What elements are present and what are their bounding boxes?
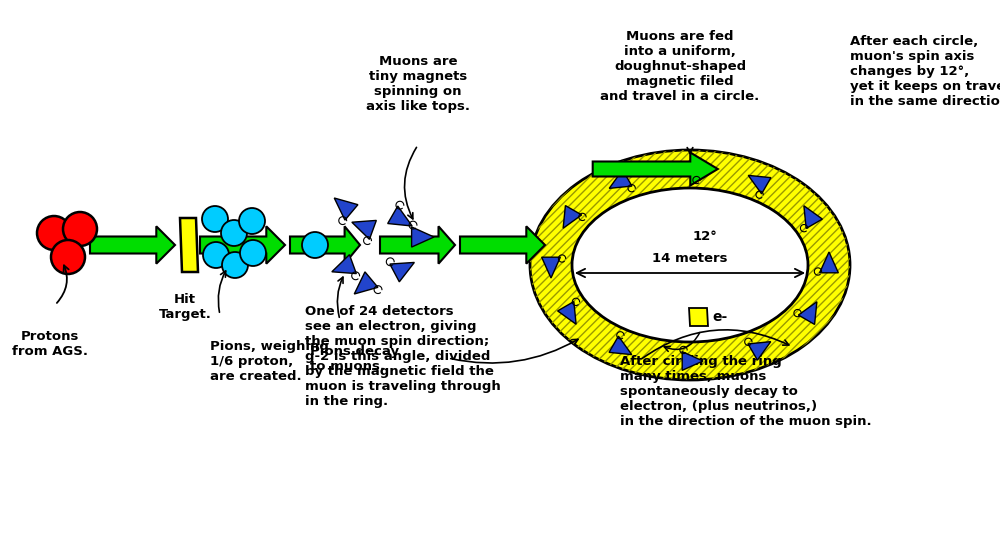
Polygon shape [388,206,412,226]
FancyArrow shape [200,226,285,264]
Text: 14 meters: 14 meters [652,252,728,265]
Circle shape [202,206,228,232]
Polygon shape [689,308,708,326]
Text: Hit
Target.: Hit Target. [159,293,211,321]
Text: Muons are fed
into a uniform,
doughnut-shaped
magnetic filed
and travel in a cir: Muons are fed into a uniform, doughnut-s… [600,30,760,103]
Ellipse shape [530,150,850,380]
Circle shape [51,240,85,274]
Circle shape [203,242,229,268]
Circle shape [239,208,265,234]
Text: After each circle,
muon's spin axis
changes by 12°,
yet it keeps on traveling
in: After each circle, muon's spin axis chan… [850,35,1000,108]
Polygon shape [180,218,198,272]
Circle shape [37,216,71,250]
Polygon shape [804,206,822,228]
Polygon shape [563,206,582,228]
Circle shape [302,232,328,258]
Polygon shape [609,336,632,355]
Polygon shape [352,220,376,239]
Polygon shape [334,198,358,220]
FancyArrow shape [290,226,360,264]
Text: After circling the ring
many times, muons
spontaneously decay to
electron, (plus: After circling the ring many times, muon… [620,355,872,428]
Circle shape [240,240,266,266]
Polygon shape [682,352,703,370]
Polygon shape [332,255,356,274]
FancyArrow shape [460,226,545,264]
Ellipse shape [572,188,808,342]
Polygon shape [609,170,632,188]
FancyArrow shape [593,152,718,186]
Text: Pions, weighing
1/6 proton,
are created.: Pions, weighing 1/6 proton, are created. [210,340,329,383]
Polygon shape [820,252,838,273]
Polygon shape [542,257,560,278]
Text: Muons are
tiny magnets
spinning on
axis like tops.: Muons are tiny magnets spinning on axis … [366,55,470,113]
FancyArrow shape [90,226,175,264]
Text: e-: e- [712,310,727,324]
Circle shape [222,252,248,278]
Text: Protons
from AGS.: Protons from AGS. [12,330,88,358]
FancyArrow shape [380,226,455,264]
Text: 12°: 12° [693,231,717,244]
Polygon shape [798,302,817,325]
Polygon shape [390,262,414,282]
Polygon shape [748,342,771,360]
Polygon shape [354,272,378,294]
Polygon shape [558,301,576,324]
Circle shape [63,212,97,246]
Text: One of 24 detectors
see an electron, giving
the muon spin direction;
g-2 is this: One of 24 detectors see an electron, giv… [305,305,501,408]
Polygon shape [677,160,698,178]
Circle shape [221,220,247,246]
Polygon shape [412,227,434,247]
Text: Pions decay
to muons.: Pions decay to muons. [310,345,399,373]
Polygon shape [748,176,771,194]
